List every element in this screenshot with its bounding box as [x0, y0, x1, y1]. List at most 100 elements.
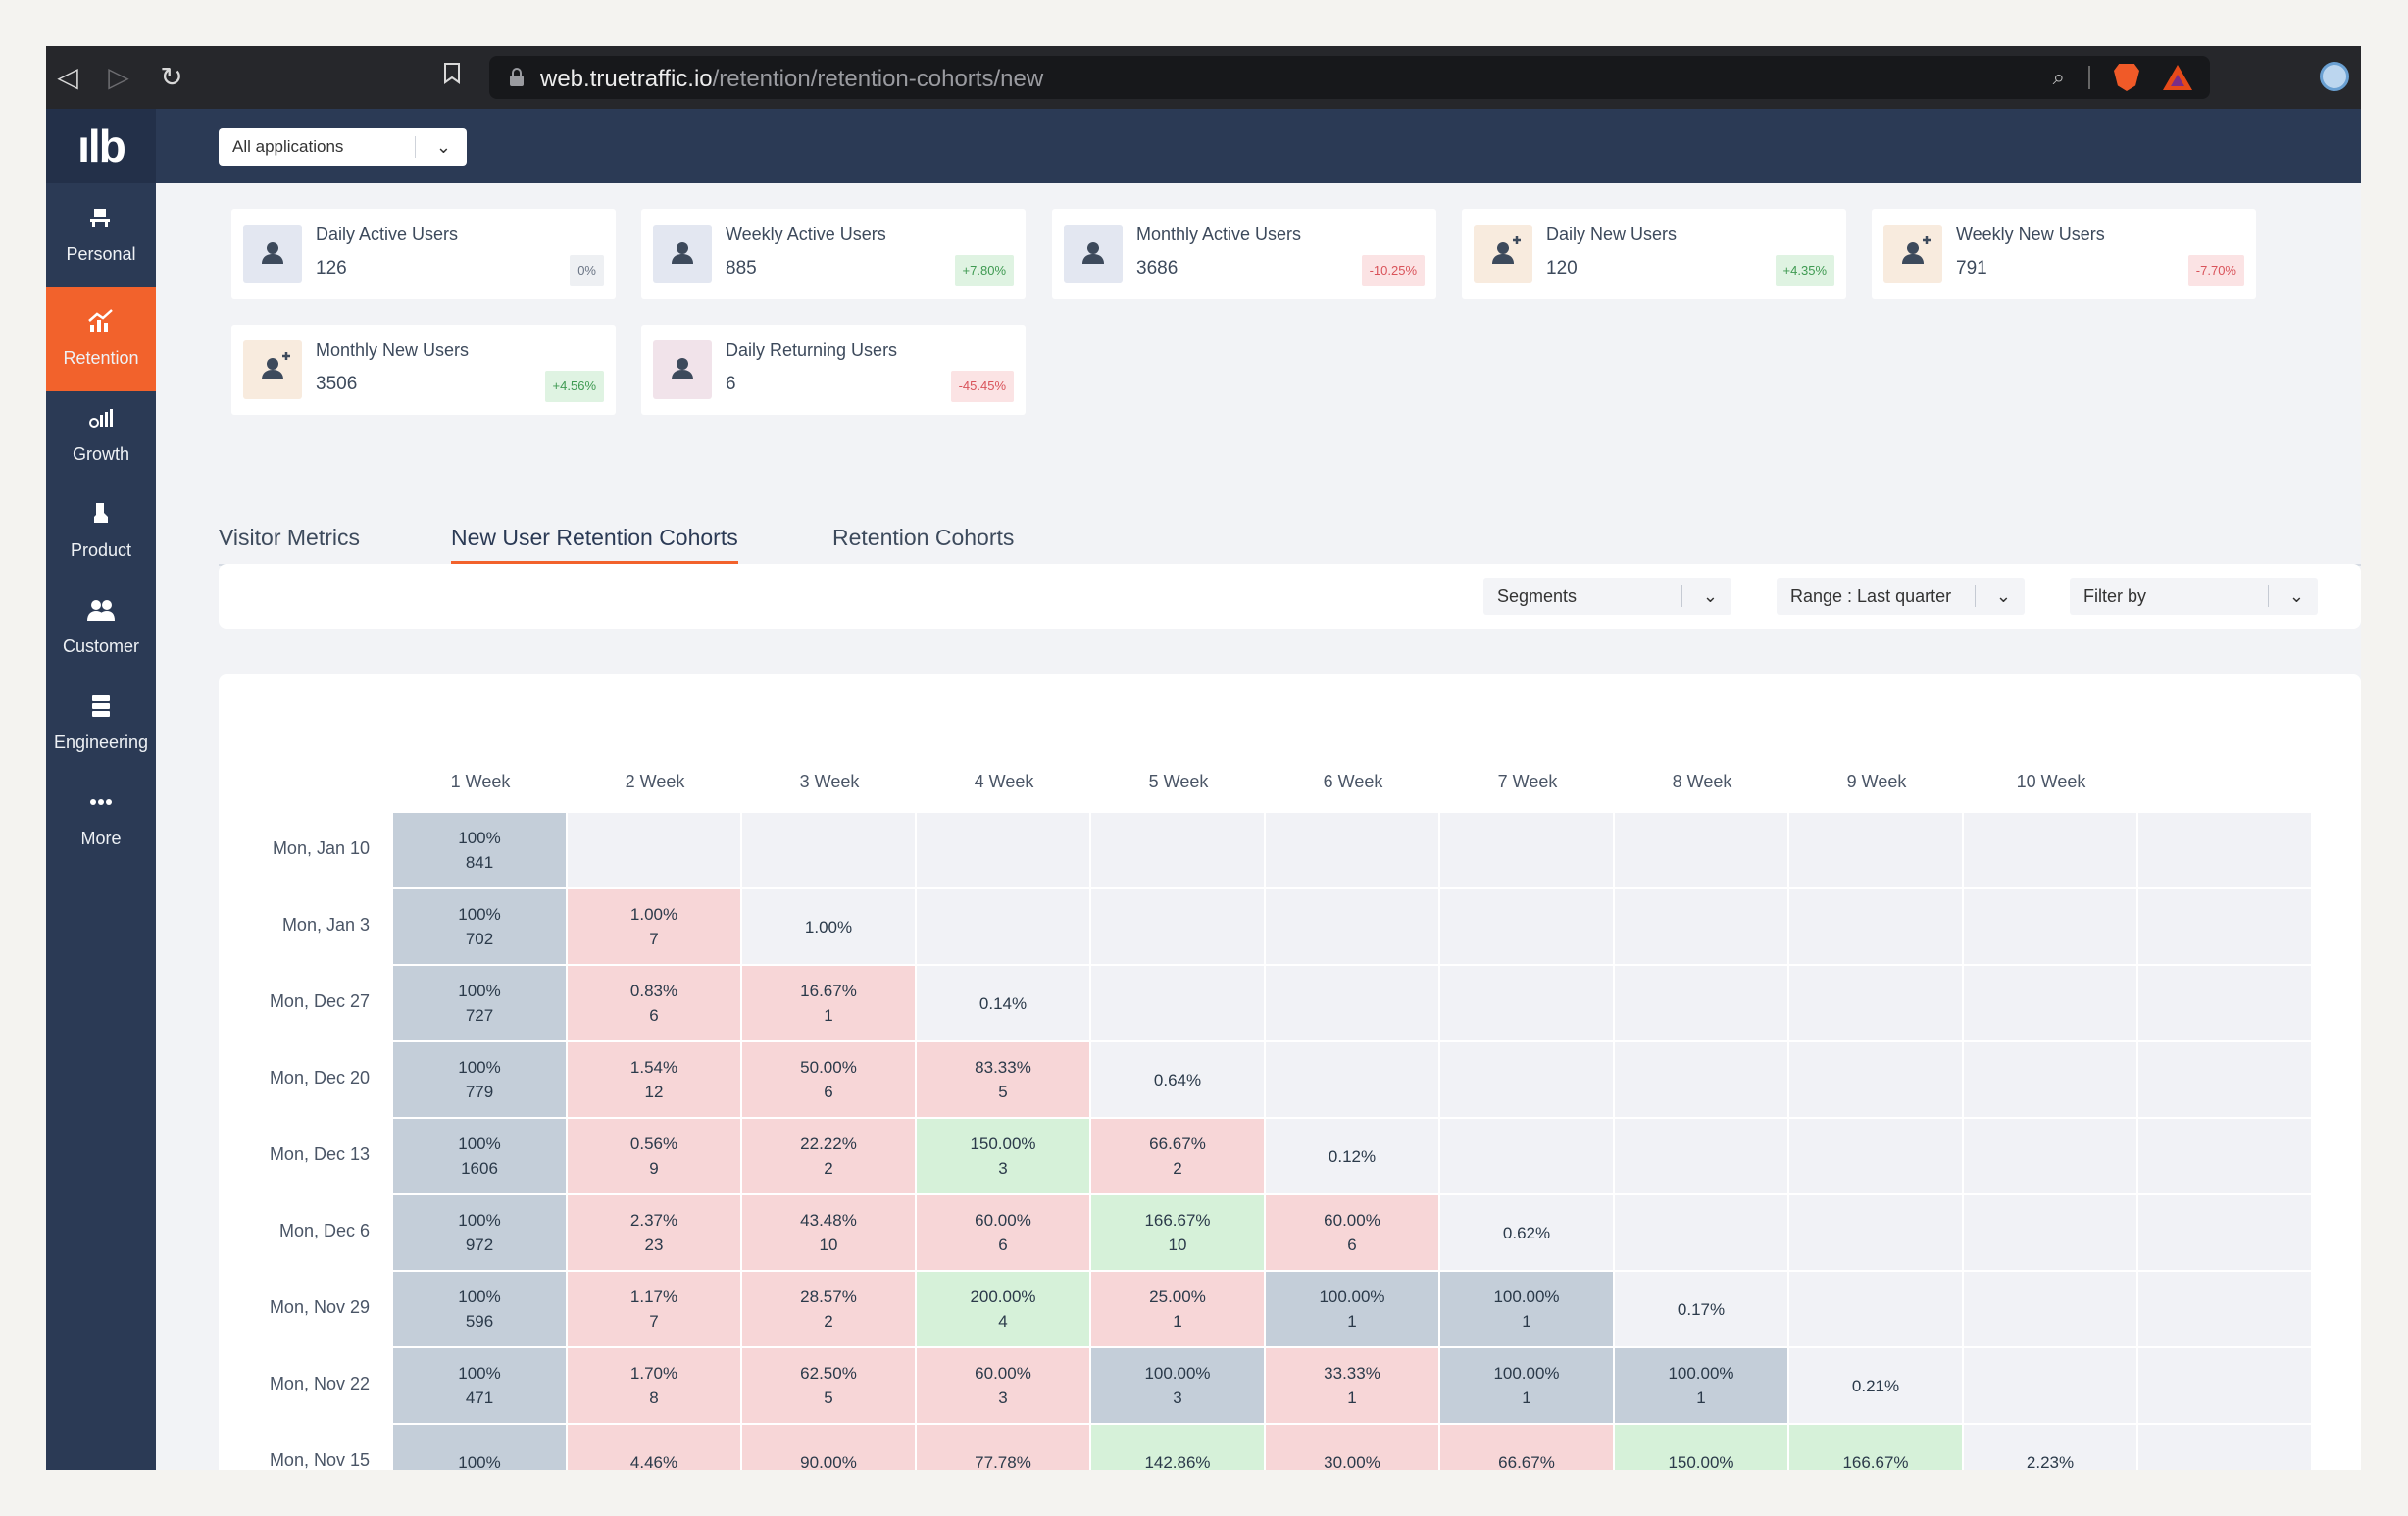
cell-count: 2: [824, 1312, 833, 1331]
cell-count: 1: [1347, 1389, 1357, 1407]
reload-icon[interactable]: ↻: [160, 62, 183, 92]
segments-select-value: Segments: [1497, 586, 1578, 606]
tab-visitor-metrics[interactable]: Visitor Metrics: [219, 525, 360, 550]
cohort-cell[interactable]: 83.33% 5: [917, 1042, 1089, 1117]
cohort-cell[interactable]: 166.67%: [1789, 1425, 1962, 1470]
range-select[interactable]: Range : Last quarter ⌄: [1777, 578, 2025, 615]
sidebar-item-more[interactable]: More: [46, 768, 156, 872]
tab-retention-cohorts[interactable]: Retention Cohorts: [832, 525, 1015, 550]
cohort-cell[interactable]: 0.12%: [1266, 1119, 1438, 1193]
sidebar-item-customer[interactable]: Customer: [46, 576, 156, 680]
brave-rewards-icon[interactable]: [2163, 65, 2192, 90]
cell-count: 5: [824, 1389, 833, 1407]
back-icon[interactable]: ◁: [57, 62, 78, 92]
extension-icon[interactable]: [2320, 62, 2349, 91]
filter-by-select[interactable]: Filter by ⌄: [2070, 578, 2318, 615]
user-plus-icon: [243, 340, 302, 399]
cohort-cell[interactable]: 166.67% 10: [1091, 1195, 1264, 1270]
cohort-cell[interactable]: 100.00% 1: [1615, 1348, 1787, 1423]
sidebar-item-product[interactable]: Product: [46, 480, 156, 583]
empty-cell: [1440, 966, 1613, 1040]
sidebar-item-retention[interactable]: Retention: [46, 287, 156, 391]
kpi-monthly-new-users[interactable]: Monthly New Users 3506 +4.56%: [231, 325, 616, 415]
cohort-cell[interactable]: 100% 779: [393, 1042, 566, 1117]
cohort-cell[interactable]: 22.22% 2: [742, 1119, 915, 1193]
app-logo[interactable]: ılb: [46, 109, 156, 183]
cohort-cell[interactable]: 100% 841: [393, 813, 566, 887]
cohort-cell[interactable]: 0.56% 9: [568, 1119, 740, 1193]
cohort-cell[interactable]: 0.21%: [1789, 1348, 1962, 1423]
cohort-cell[interactable]: 100.00% 1: [1440, 1348, 1613, 1423]
kpi-weekly-new-users[interactable]: Weekly New Users 791 -7.70%: [1872, 209, 2256, 299]
cohort-cell[interactable]: 2.37% 23: [568, 1195, 740, 1270]
cohort-cell[interactable]: 33.33% 1: [1266, 1348, 1438, 1423]
cohort-cell[interactable]: 150.00%: [1615, 1425, 1787, 1470]
cohort-cell[interactable]: 43.48% 10: [742, 1195, 915, 1270]
cohort-cell[interactable]: 66.67% 2: [1091, 1119, 1264, 1193]
cohort-cell[interactable]: 100% 471: [393, 1348, 566, 1423]
cohort-cell[interactable]: 16.67% 1: [742, 966, 915, 1040]
kpi-label: Weekly New Users: [1956, 225, 2105, 244]
sidebar-item-personal[interactable]: Personal: [46, 183, 156, 287]
cohort-cell[interactable]: 150.00% 3: [917, 1119, 1089, 1193]
cell-percentage: 100.00%: [1144, 1364, 1211, 1383]
cell-count: 702: [465, 930, 494, 948]
kpi-daily-new-users[interactable]: Daily New Users 120 +4.35%: [1462, 209, 1846, 299]
sidebar-item-growth[interactable]: Growth: [46, 383, 156, 487]
cohort-cell[interactable]: 0.83% 6: [568, 966, 740, 1040]
cohort-cell[interactable]: 62.50% 5: [742, 1348, 915, 1423]
cohort-cell[interactable]: 100.00% 3: [1091, 1348, 1264, 1423]
cohort-cell[interactable]: 60.00% 3: [917, 1348, 1089, 1423]
cohort-cell[interactable]: 100% 972: [393, 1195, 566, 1270]
cohort-cell[interactable]: 100% 596: [393, 1272, 566, 1346]
cell-percentage: 100.00%: [1319, 1288, 1385, 1306]
cohort-cell[interactable]: 100.00% 1: [1440, 1272, 1613, 1346]
bookmark-icon[interactable]: [434, 60, 470, 95]
cohort-cell[interactable]: 1.00% 7: [568, 889, 740, 964]
cohort-cell[interactable]: 100%: [393, 1425, 566, 1470]
divider: [2088, 66, 2090, 89]
cohort-cell[interactable]: 1.17% 7: [568, 1272, 740, 1346]
kpi-daily-active-users[interactable]: Daily Active Users 126 0%: [231, 209, 616, 299]
cohort-cell[interactable]: 90.00%: [742, 1425, 915, 1470]
cohort-cell[interactable]: 100% 702: [393, 889, 566, 964]
cohort-cell[interactable]: 0.62%: [1440, 1195, 1613, 1270]
segments-select[interactable]: Segments ⌄: [1483, 578, 1731, 615]
application-select[interactable]: All applications ⌄: [219, 128, 467, 166]
empty-cell: [1789, 1195, 1962, 1270]
zoom-icon[interactable]: ⌕: [2052, 65, 2065, 89]
cohort-cell[interactable]: 1.00%: [742, 889, 915, 964]
empty-cell: [1964, 1042, 2136, 1117]
cohort-cell[interactable]: 77.78%: [917, 1425, 1089, 1470]
cohort-cell[interactable]: 0.17%: [1615, 1272, 1787, 1346]
cohort-cell[interactable]: 100% 1606: [393, 1119, 566, 1193]
cohort-cell[interactable]: 25.00% 1: [1091, 1272, 1264, 1346]
kpi-weekly-active-users[interactable]: Weekly Active Users 885 +7.80%: [641, 209, 1026, 299]
row-label: Mon, Jan 10: [272, 838, 370, 858]
cohort-cell[interactable]: 28.57% 2: [742, 1272, 915, 1346]
cohort-cell[interactable]: 100.00% 1: [1266, 1272, 1438, 1346]
brave-shield-icon[interactable]: [2114, 64, 2139, 91]
sidebar-item-engineering[interactable]: Engineering: [46, 672, 156, 776]
cohort-cell[interactable]: 50.00% 6: [742, 1042, 915, 1117]
cohort-cell[interactable]: 142.86%: [1091, 1425, 1264, 1470]
forward-icon[interactable]: ▷: [108, 62, 129, 92]
cohort-cell[interactable]: 2.23%: [1964, 1425, 2136, 1470]
cohort-cell[interactable]: 66.67%: [1440, 1425, 1613, 1470]
cell-count: 471: [465, 1389, 494, 1407]
cohort-cell[interactable]: 200.00% 4: [917, 1272, 1089, 1346]
tab-new-user-retention-cohorts[interactable]: New User Retention Cohorts: [451, 525, 738, 565]
address-bar[interactable]: web.truetraffic.io/retention/retention-c…: [489, 56, 2210, 99]
cohort-cell[interactable]: 0.14%: [917, 966, 1089, 1040]
cohort-cell[interactable]: 100% 727: [393, 966, 566, 1040]
kpi-monthly-active-users[interactable]: Monthly Active Users 3686 -10.25%: [1052, 209, 1436, 299]
cohort-cell[interactable]: 30.00%: [1266, 1425, 1438, 1470]
cohort-cell[interactable]: 0.64%: [1091, 1042, 1264, 1117]
cohort-cell[interactable]: 1.70% 8: [568, 1348, 740, 1423]
cohort-cell[interactable]: 60.00% 6: [1266, 1195, 1438, 1270]
kpi-daily-returning-users[interactable]: Daily Returning Users 6 -45.45%: [641, 325, 1026, 415]
cohort-cell[interactable]: 4.46%: [568, 1425, 740, 1470]
cohort-cell[interactable]: 60.00% 6: [917, 1195, 1089, 1270]
empty-cell: [1964, 1272, 2136, 1346]
cohort-cell[interactable]: 1.54% 12: [568, 1042, 740, 1117]
